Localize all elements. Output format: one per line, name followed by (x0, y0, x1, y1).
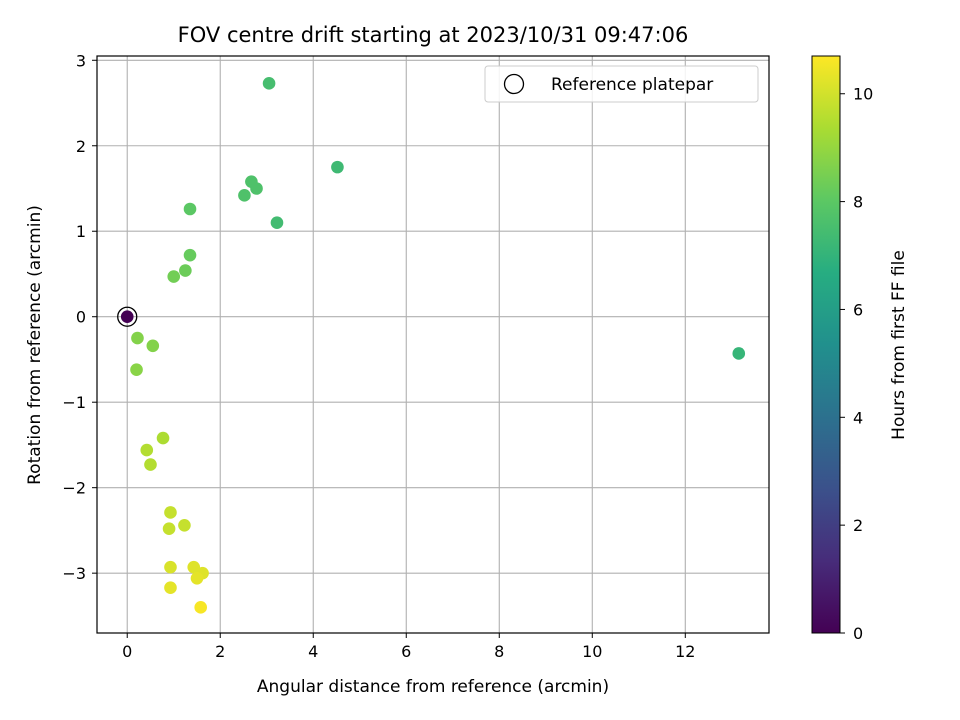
x-tick-label: 10 (582, 642, 602, 661)
data-point (167, 270, 181, 283)
reference-marker-group (117, 306, 138, 327)
x-tick-label: 0 (122, 642, 132, 661)
data-point (162, 522, 176, 536)
grid-lines (97, 56, 769, 633)
data-point (238, 189, 251, 202)
colorbar-tick-label: 8 (853, 193, 863, 212)
y-tick-label: 0 (76, 308, 86, 327)
chart-title: FOV centre drift starting at 2023/10/31 … (178, 23, 689, 47)
data-point (140, 443, 154, 457)
data-points (120, 77, 746, 614)
legend-reference-label: Reference platepar (551, 75, 713, 95)
colorbar-tick-label: 10 (853, 85, 873, 104)
y-tick-label: −2 (62, 479, 86, 498)
colorbar (811, 55, 841, 634)
y-tick-label: −3 (62, 564, 86, 583)
data-point (183, 202, 197, 216)
data-point (194, 601, 208, 614)
data-point (120, 310, 134, 324)
legend: Reference platepar (484, 65, 759, 103)
x-tick-label: 8 (494, 642, 504, 661)
y-axis-ticks: −3 −2 −1 0 1 2 3 (62, 51, 97, 583)
y-tick-label: 3 (76, 51, 86, 70)
colorbar-tick-label: 6 (853, 300, 863, 319)
x-tick-label: 2 (215, 642, 225, 661)
x-tick-label: 12 (675, 642, 695, 661)
data-point (156, 431, 170, 445)
colorbar-label: Hours from first FF file (889, 250, 909, 440)
colorbar-ticks: 0 2 4 6 8 10 (840, 85, 873, 643)
data-point (190, 571, 204, 585)
data-point (164, 581, 177, 594)
y-tick-label: 1 (76, 222, 86, 241)
data-point (178, 518, 191, 532)
data-point (331, 160, 344, 174)
colorbar-tick-label: 2 (853, 516, 863, 535)
data-point (179, 264, 192, 277)
reference-platepar-marker (117, 306, 138, 327)
y-tick-label: 2 (76, 137, 86, 156)
data-point (130, 363, 143, 377)
x-tick-label: 4 (308, 642, 318, 661)
data-point (164, 560, 177, 574)
data-point (164, 506, 177, 519)
data-point (144, 458, 157, 471)
legend-reference-marker (503, 73, 525, 95)
y-axis-label: Rotation from reference (arcmin) (25, 205, 45, 485)
x-tick-label: 6 (401, 642, 411, 661)
plot-frame (96, 55, 770, 634)
data-point (146, 339, 160, 353)
colorbar-tick-label: 0 (853, 624, 863, 643)
x-axis-ticks: 0 2 4 6 8 10 12 (122, 633, 695, 661)
data-point (187, 560, 201, 574)
data-point (732, 347, 746, 360)
data-point (262, 77, 276, 90)
data-point (183, 248, 197, 262)
colorbar-tick-label: 4 (853, 408, 863, 427)
legend-box (484, 65, 759, 103)
data-point (131, 331, 144, 345)
y-tick-label: −1 (62, 393, 86, 412)
x-axis-label: Angular distance from reference (arcmin) (257, 677, 609, 697)
data-point (250, 182, 263, 195)
data-point (270, 216, 284, 229)
